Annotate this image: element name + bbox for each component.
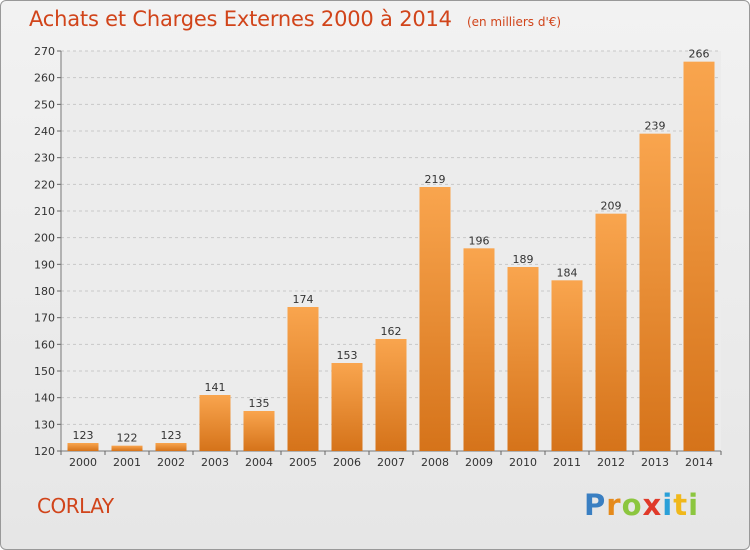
data-label: 153 xyxy=(337,349,358,362)
bar xyxy=(683,61,715,452)
data-label: 141 xyxy=(205,381,226,394)
data-label: 209 xyxy=(601,200,622,213)
bar xyxy=(507,267,539,451)
data-label: 122 xyxy=(117,432,138,445)
y-tick-label: 170 xyxy=(34,312,55,325)
unit-text: (en milliers d'€) xyxy=(466,15,562,29)
data-label: 135 xyxy=(249,397,270,410)
bar xyxy=(287,307,319,451)
bar xyxy=(463,248,495,451)
bar xyxy=(375,339,407,451)
title-text: Achats et Charges Externes 2000 à 2014 xyxy=(29,7,452,31)
x-tick-label: 2011 xyxy=(553,456,581,469)
y-tick-label: 200 xyxy=(34,232,55,245)
data-label: 196 xyxy=(469,234,490,247)
y-tick-label: 240 xyxy=(34,125,55,138)
bar xyxy=(155,443,187,451)
bar xyxy=(595,213,627,451)
data-label: 184 xyxy=(557,266,578,279)
bar xyxy=(331,363,363,451)
y-tick-label: 180 xyxy=(34,285,55,298)
data-label: 162 xyxy=(381,325,402,338)
y-tick-label: 260 xyxy=(34,72,55,85)
data-label: 123 xyxy=(73,429,94,442)
y-tick-label: 130 xyxy=(34,418,55,431)
chart-title: Achats et Charges Externes 2000 à 2014 (… xyxy=(29,7,561,31)
x-tick-label: 2009 xyxy=(465,456,493,469)
y-tick-label: 230 xyxy=(34,152,55,165)
y-tick-label: 150 xyxy=(34,365,55,378)
bar xyxy=(551,280,583,451)
data-label: 174 xyxy=(293,293,314,306)
x-tick-label: 2006 xyxy=(333,456,361,469)
y-tick-label: 190 xyxy=(34,258,55,271)
y-tick-label: 120 xyxy=(34,445,55,458)
data-label: 266 xyxy=(689,48,710,61)
bar xyxy=(111,445,143,451)
x-tick-label: 2002 xyxy=(157,456,185,469)
data-label: 239 xyxy=(645,120,666,133)
y-tick-label: 210 xyxy=(34,205,55,218)
data-label: 189 xyxy=(513,253,534,266)
x-tick-label: 2008 xyxy=(421,456,449,469)
bar xyxy=(639,133,671,451)
commune-name: CORLAY xyxy=(37,494,114,518)
bar xyxy=(419,187,451,451)
x-tick-label: 2005 xyxy=(289,456,317,469)
data-label: 123 xyxy=(161,429,182,442)
x-tick-label: 2010 xyxy=(509,456,537,469)
proxiti-logo: Proxiti xyxy=(584,488,700,522)
x-tick-label: 2012 xyxy=(597,456,625,469)
x-tick-label: 2004 xyxy=(245,456,273,469)
data-label: 219 xyxy=(425,173,446,186)
y-tick-label: 160 xyxy=(34,338,55,351)
bar xyxy=(243,411,275,451)
y-tick-label: 220 xyxy=(34,178,55,191)
x-tick-label: 2013 xyxy=(641,456,669,469)
x-tick-label: 2014 xyxy=(685,456,713,469)
x-tick-label: 2000 xyxy=(69,456,97,469)
x-tick-label: 2007 xyxy=(377,456,405,469)
y-tick-label: 270 xyxy=(34,45,55,58)
x-tick-label: 2001 xyxy=(113,456,141,469)
x-tick-label: 2003 xyxy=(201,456,229,469)
y-tick-label: 140 xyxy=(34,392,55,405)
bar xyxy=(67,443,99,451)
y-tick-label: 250 xyxy=(34,98,55,111)
bar xyxy=(199,395,231,451)
